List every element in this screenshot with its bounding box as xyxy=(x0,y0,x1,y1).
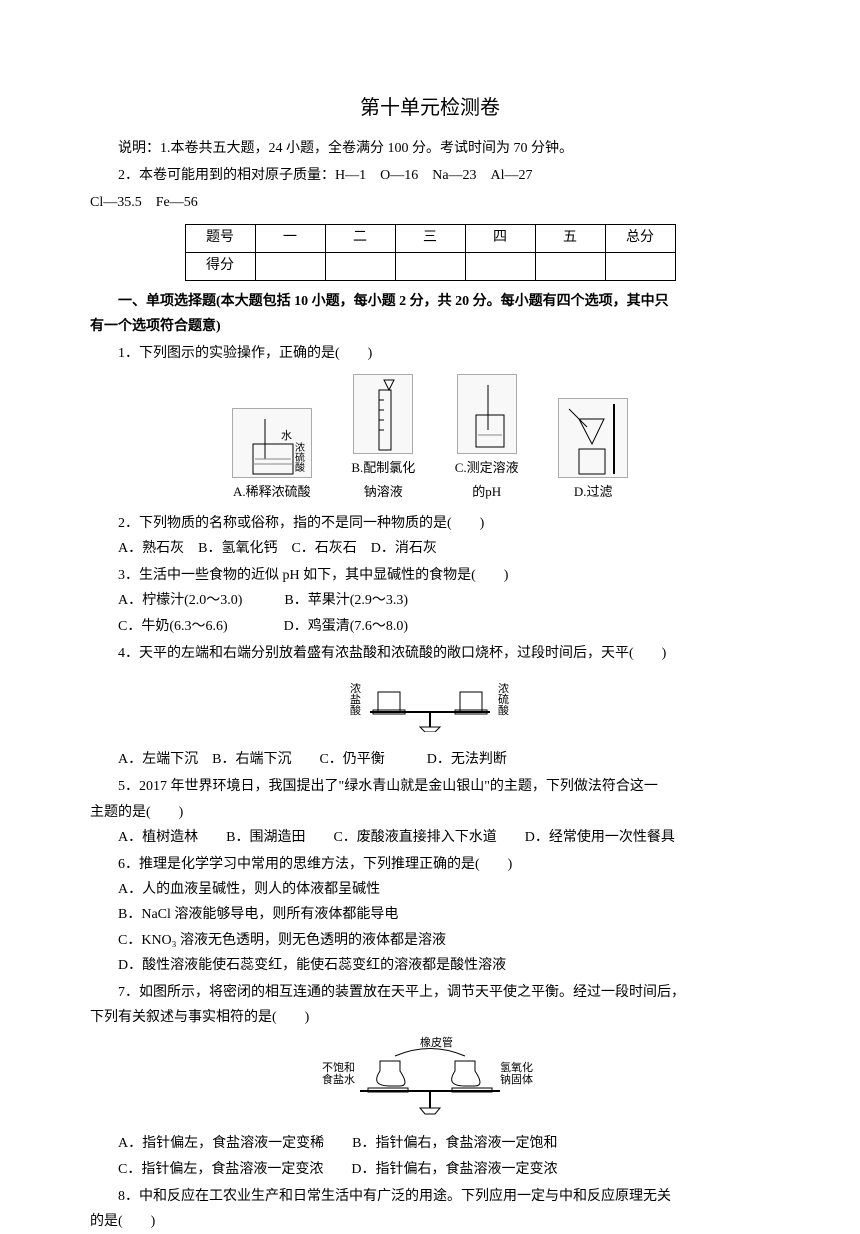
question-8: 8．中和反应在工农业生产和日常生活中有广泛的用途。下列应用一定与中和反应原理无关 xyxy=(90,1184,770,1209)
balance-icon: 浓 盐 酸 浓 硫 酸 xyxy=(340,672,520,732)
th-number: 题号 xyxy=(185,224,255,252)
q3-options-a: A．柠檬汁(2.0～3.0) B．苹果汁(2.9～3.3) xyxy=(90,588,770,613)
svg-text:氢氧化: 氢氧化 xyxy=(500,1060,533,1074)
table-row: 题号 一 二 三 四 五 总分 xyxy=(185,224,675,252)
instruction-2: 2．本卷可能用到的相对原子质量：H—1 O—16 Na—23 Al—27 xyxy=(90,163,770,188)
q4-options: A．左端下沉 B．右端下沉 C．仍平衡 D．无法判断 xyxy=(90,747,770,772)
question-7: 7．如图所示，将密闭的相互连通的装置放在天平上，调节天平使之平衡。经过一段时间后… xyxy=(90,980,770,1005)
q6-d: D．酸性溶液能使石蕊变红，能使石蕊变红的溶液都是酸性溶液 xyxy=(90,953,770,978)
question-7-cont: 下列有关叙述与事实相符的是( ) xyxy=(90,1005,770,1030)
page-title: 第十单元检测卷 xyxy=(90,90,770,126)
td-3 xyxy=(395,252,465,280)
q4-figure: 浓 盐 酸 浓 硫 酸 xyxy=(90,672,770,741)
question-3: 3．生活中一些食物的近似 pH 如下，其中显碱性的食物是( ) xyxy=(90,563,770,588)
svg-text:硫: 硫 xyxy=(498,692,509,706)
q3-options-b: C．牛奶(6.3～6.6) D．鸡蛋清(7.6～8.0) xyxy=(90,614,770,639)
svg-text:酸: 酸 xyxy=(350,703,361,717)
section-header: 一、单项选择题(本大题包括 10 小题，每小题 2 分，共 20 分。每小题有四… xyxy=(90,289,770,314)
instruction-3: Cl—35.5 Fe—56 xyxy=(90,190,770,215)
svg-text:食盐水: 食盐水 xyxy=(322,1072,355,1086)
svg-text:酸: 酸 xyxy=(498,703,509,717)
question-1: 1．下列图示的实验操作，正确的是( ) xyxy=(90,341,770,366)
svg-text:酸: 酸 xyxy=(295,461,305,474)
td-1 xyxy=(255,252,325,280)
question-5: 5．2017 年世界环境日，我国提出了"绿水青山就是金山银山"的主题，下列做法符… xyxy=(90,774,770,799)
q6-a: A．人的血液呈碱性，则人的体液都呈碱性 xyxy=(90,877,770,902)
q7-options-1: A．指针偏左，食盐溶液一定变稀 B．指针偏右，食盐溶液一定饱和 xyxy=(90,1131,770,1156)
question-6: 6．推理是化学学习中常用的思维方法，下列推理正确的是( ) xyxy=(90,852,770,877)
beaker-dilute-icon: 水 浓 硫 酸 xyxy=(232,408,312,478)
score-table: 题号 一 二 三 四 五 总分 得分 xyxy=(185,224,676,281)
question-2: 2．下列物质的名称或俗称，指的不是同一种物质的是( ) xyxy=(90,511,770,536)
q1-cap-d: D.过滤 xyxy=(558,480,628,503)
q1-cap-b: B.配制氯化 钠溶液 xyxy=(351,456,415,503)
table-row: 得分 xyxy=(185,252,675,280)
q2-options: A．熟石灰 B．氢氧化钙 C．石灰石 D．消石灰 xyxy=(90,536,770,561)
svg-text:水: 水 xyxy=(281,429,292,442)
instruction-1: 说明：1.本卷共五大题，24 小题，全卷满分 100 分。考试时间为 70 分钟… xyxy=(90,136,770,161)
th-1: 一 xyxy=(255,224,325,252)
ph-test-icon xyxy=(457,374,517,454)
q1-cap-c: C.测定溶液 的pH xyxy=(455,456,519,503)
question-8-cont: 的是( ) xyxy=(90,1209,770,1234)
td-score: 得分 xyxy=(185,252,255,280)
q1-figures: 水 浓 硫 酸 A.稀释浓硫酸 B.配制氯化 钠溶液 C.测定溶液 的pH xyxy=(90,374,770,503)
q1-cap-a: A.稀释浓硫酸 xyxy=(232,480,312,503)
th-5: 五 xyxy=(535,224,605,252)
th-4: 四 xyxy=(465,224,535,252)
filter-icon xyxy=(558,398,628,478)
th-total: 总分 xyxy=(605,224,675,252)
connected-flask-balance-icon: 橡皮管 不饱和 食盐水 氢氧化 钠固体 xyxy=(320,1036,540,1116)
th-2: 二 xyxy=(325,224,395,252)
svg-text:不饱和: 不饱和 xyxy=(322,1060,355,1074)
q5-options: A．植树造林 B．围湖造田 C．废酸液直接排入下水道 D．经常使用一次性餐具 xyxy=(90,825,770,850)
q7-figure: 橡皮管 不饱和 食盐水 氢氧化 钠固体 xyxy=(90,1036,770,1125)
section-header-cont: 有一个选项符合题意) xyxy=(90,314,770,339)
td-4 xyxy=(465,252,535,280)
q6-c: C．KNO₃ 溶液无色透明，则无色透明的液体都是溶液 xyxy=(90,928,770,953)
question-5-cont: 主题的是( ) xyxy=(90,800,770,825)
td-2 xyxy=(325,252,395,280)
cylinder-icon xyxy=(353,374,413,454)
svg-text:钠固体: 钠固体 xyxy=(500,1072,533,1086)
q6-b: B．NaCl 溶液能够导电，则所有液体都能导电 xyxy=(90,902,770,927)
th-3: 三 xyxy=(395,224,465,252)
q7-options-2: C．指针偏左，食盐溶液一定变浓 D．指针偏右，食盐溶液一定变浓 xyxy=(90,1157,770,1182)
td-5 xyxy=(535,252,605,280)
svg-text:橡皮管: 橡皮管 xyxy=(420,1036,453,1049)
question-4: 4．天平的左端和右端分别放着盛有浓盐酸和浓硫酸的敞口烧杯，过段时间后，天平( ) xyxy=(90,641,770,666)
td-total xyxy=(605,252,675,280)
